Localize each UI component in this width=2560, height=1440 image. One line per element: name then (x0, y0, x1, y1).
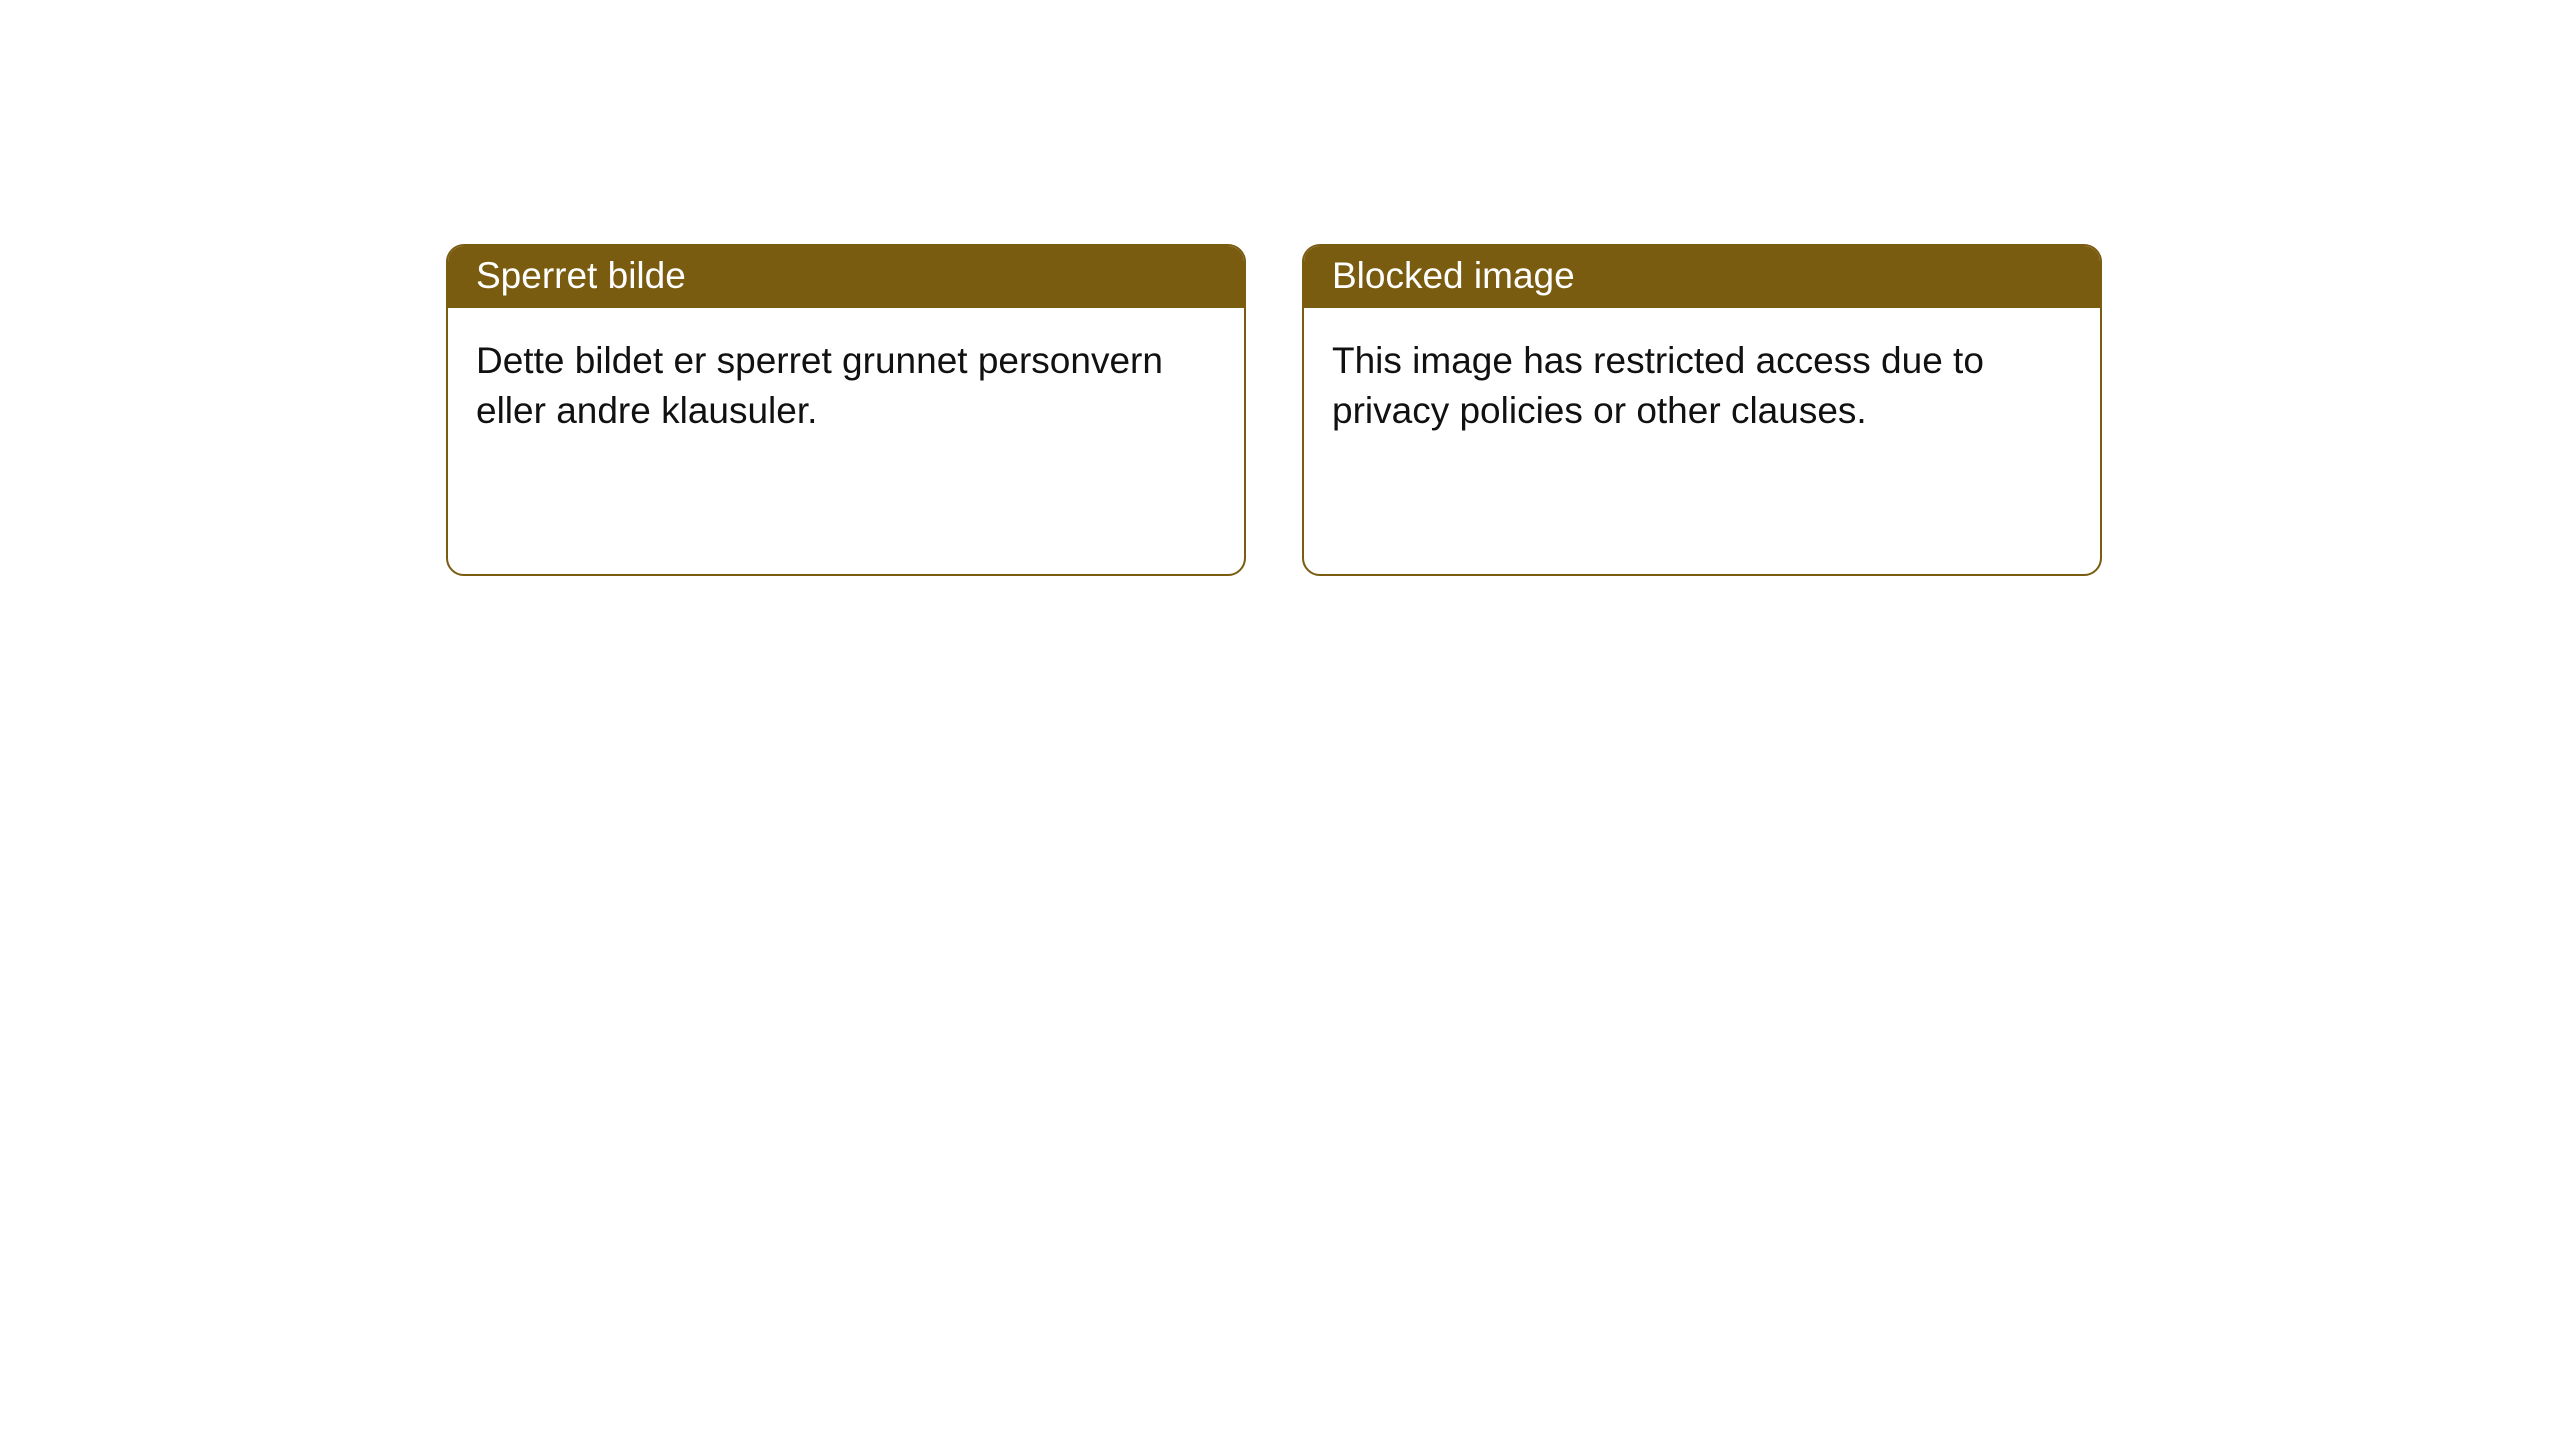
notice-card-title: Blocked image (1304, 246, 2100, 308)
notice-card-title: Sperret bilde (448, 246, 1244, 308)
notice-card-norwegian: Sperret bilde Dette bildet er sperret gr… (446, 244, 1246, 576)
notice-container: Sperret bilde Dette bildet er sperret gr… (0, 0, 2560, 576)
notice-card-body: This image has restricted access due to … (1304, 308, 2100, 464)
notice-card-english: Blocked image This image has restricted … (1302, 244, 2102, 576)
notice-card-body: Dette bildet er sperret grunnet personve… (448, 308, 1244, 464)
